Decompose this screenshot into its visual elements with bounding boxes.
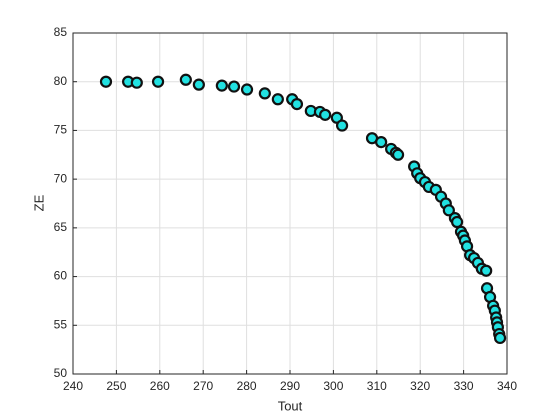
y-axis-label: ZE xyxy=(31,194,46,211)
points xyxy=(99,73,507,345)
point xyxy=(480,264,493,277)
point xyxy=(290,98,304,111)
x-axis-label: Tout xyxy=(278,398,303,413)
point xyxy=(258,87,271,100)
point xyxy=(240,83,254,96)
x-tick-label: 260 xyxy=(150,379,170,393)
y-tick-label: 75 xyxy=(54,123,68,137)
point xyxy=(335,119,349,132)
x-tick-label: 340 xyxy=(497,379,517,393)
x-tick-label: 240 xyxy=(63,379,83,393)
x-tick-label: 290 xyxy=(280,379,300,393)
point xyxy=(391,148,405,161)
point xyxy=(375,136,388,149)
x-tick-label: 310 xyxy=(367,379,387,393)
point xyxy=(151,75,165,88)
x-tick-label: 300 xyxy=(323,379,343,393)
point xyxy=(192,78,205,91)
point xyxy=(99,75,113,88)
y-tick-label: 80 xyxy=(54,74,68,88)
y-tick-label: 70 xyxy=(54,171,68,185)
y-tick-label: 85 xyxy=(54,25,68,39)
point xyxy=(450,215,464,229)
point xyxy=(271,93,284,106)
x-tick-label: 330 xyxy=(454,379,474,393)
x-tick-label: 280 xyxy=(237,379,257,393)
x-tick-label: 320 xyxy=(410,379,430,393)
point xyxy=(319,108,332,121)
y-tick-label: 55 xyxy=(54,317,68,331)
y-tick-label: 65 xyxy=(54,220,68,234)
y-tick-label: 50 xyxy=(54,366,68,380)
y-tick-label: 60 xyxy=(54,269,68,283)
point xyxy=(442,204,455,217)
x-tick-label: 250 xyxy=(106,379,126,393)
point xyxy=(227,80,241,93)
x-tick-label: 270 xyxy=(193,379,213,393)
point xyxy=(493,331,507,345)
point xyxy=(215,79,228,92)
point xyxy=(179,73,192,86)
point xyxy=(130,76,143,89)
